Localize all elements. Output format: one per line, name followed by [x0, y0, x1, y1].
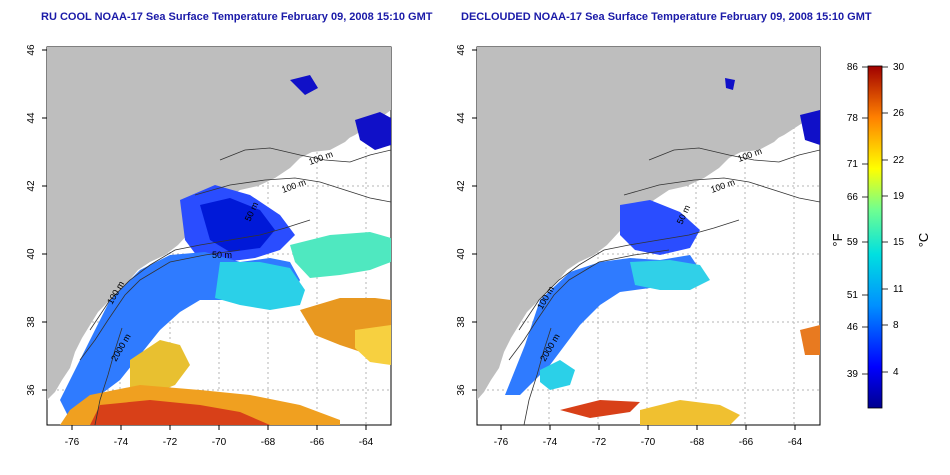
contour-label: 50 m [212, 250, 232, 260]
fahrenheit-tick: 71 [847, 159, 859, 170]
lat-tick-label: 46 [456, 44, 467, 56]
right-lat-axis: 46 44 42 40 38 36 [456, 44, 467, 396]
right-map-panel: 100 m 100 m 50 m 2000 m 100 m 46 44 42 4… [456, 44, 821, 448]
lon-tick-label: -74 [114, 437, 129, 448]
lat-tick-label: 36 [26, 384, 37, 396]
celsius-tick: 11 [893, 284, 904, 295]
lon-tick-label: -72 [592, 437, 607, 448]
lon-tick-label: -68 [690, 437, 705, 448]
fahrenheit-tick: 66 [847, 192, 859, 203]
left-sst-field [60, 75, 391, 425]
left-lat-axis: 46 44 42 40 38 36 [26, 44, 37, 396]
fahrenheit-label: °F [830, 233, 845, 246]
temperature-colorbar: 86 78 71 66 59 51 46 39 30 26 22 19 15 1… [830, 62, 931, 409]
celsius-tick: 30 [893, 62, 905, 73]
celsius-tick: 19 [893, 191, 905, 202]
lat-tick-label: 42 [26, 180, 37, 192]
lon-tick-label: -70 [212, 437, 227, 448]
celsius-tick: 4 [893, 367, 899, 378]
lat-tick-label: 36 [456, 384, 467, 396]
left-map-panel: 100 m 100 m 50 m 50 m 100 m 2000 m 46 44… [26, 44, 392, 448]
lon-tick-label: -76 [494, 437, 509, 448]
lon-tick-label: -74 [543, 437, 558, 448]
left-panel-title: RU COOL NOAA-17 Sea Surface Temperature … [41, 11, 433, 23]
celsius-label: °C [916, 233, 931, 248]
lat-tick-label: 38 [26, 316, 37, 328]
celsius-tick: 22 [893, 155, 905, 166]
lon-tick-label: -70 [641, 437, 656, 448]
lon-tick-label: -72 [163, 437, 178, 448]
lon-tick-label: -64 [359, 437, 374, 448]
fahrenheit-tick: 46 [847, 322, 859, 333]
lat-tick-label: 44 [456, 112, 467, 124]
left-lon-axis: -76 -74 -72 -70 -68 -66 -64 [65, 437, 374, 448]
lat-tick-label: 38 [456, 316, 467, 328]
right-bathymetry-contours [508, 147, 820, 425]
lon-tick-label: -64 [788, 437, 803, 448]
celsius-tick: 15 [893, 237, 905, 248]
fahrenheit-tick: 78 [847, 113, 859, 124]
fahrenheit-tick: 39 [847, 369, 859, 380]
lon-tick-label: -66 [310, 437, 325, 448]
right-panel-title: DECLOUDED NOAA-17 Sea Surface Temperatur… [461, 11, 872, 23]
lat-tick-label: 42 [456, 180, 467, 192]
celsius-tick: 8 [893, 320, 899, 331]
lat-tick-label: 40 [456, 248, 467, 260]
lon-tick-label: -66 [739, 437, 754, 448]
lat-tick-label: 44 [26, 112, 37, 124]
right-sst-field [505, 78, 820, 425]
lat-tick-label: 40 [26, 248, 37, 260]
fahrenheit-tick: 59 [847, 237, 859, 248]
lon-tick-label: -68 [261, 437, 276, 448]
right-lon-axis: -76 -74 -72 -70 -68 -66 -64 [494, 437, 803, 448]
colorbar-gradient [867, 65, 883, 409]
left-nova-scotia [298, 70, 391, 148]
lat-tick-label: 46 [26, 44, 37, 56]
right-nova-scotia [727, 70, 820, 148]
fahrenheit-tick: 51 [847, 290, 859, 301]
fahrenheit-tick: 86 [847, 62, 859, 73]
left-bathymetry-contours [79, 147, 391, 425]
lon-tick-label: -76 [65, 437, 80, 448]
celsius-tick: 26 [893, 108, 905, 119]
